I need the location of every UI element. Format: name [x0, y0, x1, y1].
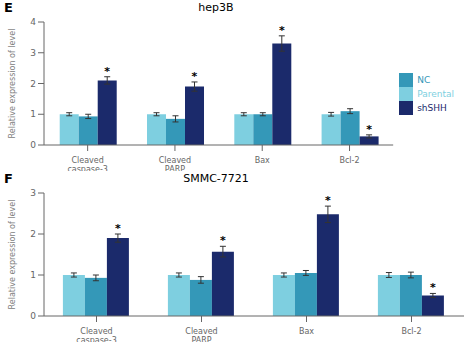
svg-text:4: 4: [30, 17, 36, 27]
svg-text:*: *: [192, 70, 198, 83]
html-text:E: E: [4, 0, 13, 15]
svg-text:*: *: [366, 123, 372, 136]
html-text:Parental: Parental: [417, 88, 454, 98]
svg-text:Cleavedcaspase-3: Cleavedcaspase-3: [76, 327, 117, 342]
html-text:hep3B: hep3B: [198, 1, 234, 14]
html-text:NC: NC: [417, 74, 431, 84]
svg-text:0: 0: [30, 140, 36, 150]
svg-text:Bcl-2: Bcl-2: [339, 156, 359, 165]
svg-text:Relative expression of level: Relative expression of level: [8, 29, 17, 139]
svg-text:Relative expression of level: Relative expression of level: [8, 200, 17, 310]
svg-text:1: 1: [30, 109, 36, 119]
svg-text:2: 2: [30, 79, 36, 89]
svg-text:Bax: Bax: [299, 327, 314, 336]
svg-text:3: 3: [30, 188, 36, 198]
svg-text:CleavedPARP: CleavedPARP: [185, 327, 217, 342]
svg-text:Cleavedcaspase-3: Cleavedcaspase-3: [67, 156, 108, 171]
svg-text:1: 1: [30, 270, 36, 280]
svg-text:*: *: [325, 194, 331, 207]
svg-text:Bax: Bax: [255, 156, 270, 165]
svg-text:*: *: [279, 24, 285, 37]
html-text:SMMC-7721: SMMC-7721: [183, 172, 249, 185]
svg-text:*: *: [104, 65, 110, 78]
svg-text:0: 0: [30, 311, 36, 321]
svg-text:3: 3: [30, 48, 36, 58]
html-text:shSHH: shSHH: [417, 102, 447, 112]
svg-text:*: *: [115, 222, 121, 235]
svg-text:2: 2: [30, 229, 36, 239]
svg-text:CleavedPARP: CleavedPARP: [159, 156, 191, 171]
html-text:F: F: [4, 171, 13, 186]
svg-text:*: *: [220, 234, 226, 247]
svg-text:Bcl-2: Bcl-2: [401, 327, 421, 336]
svg-text:*: *: [430, 281, 436, 294]
